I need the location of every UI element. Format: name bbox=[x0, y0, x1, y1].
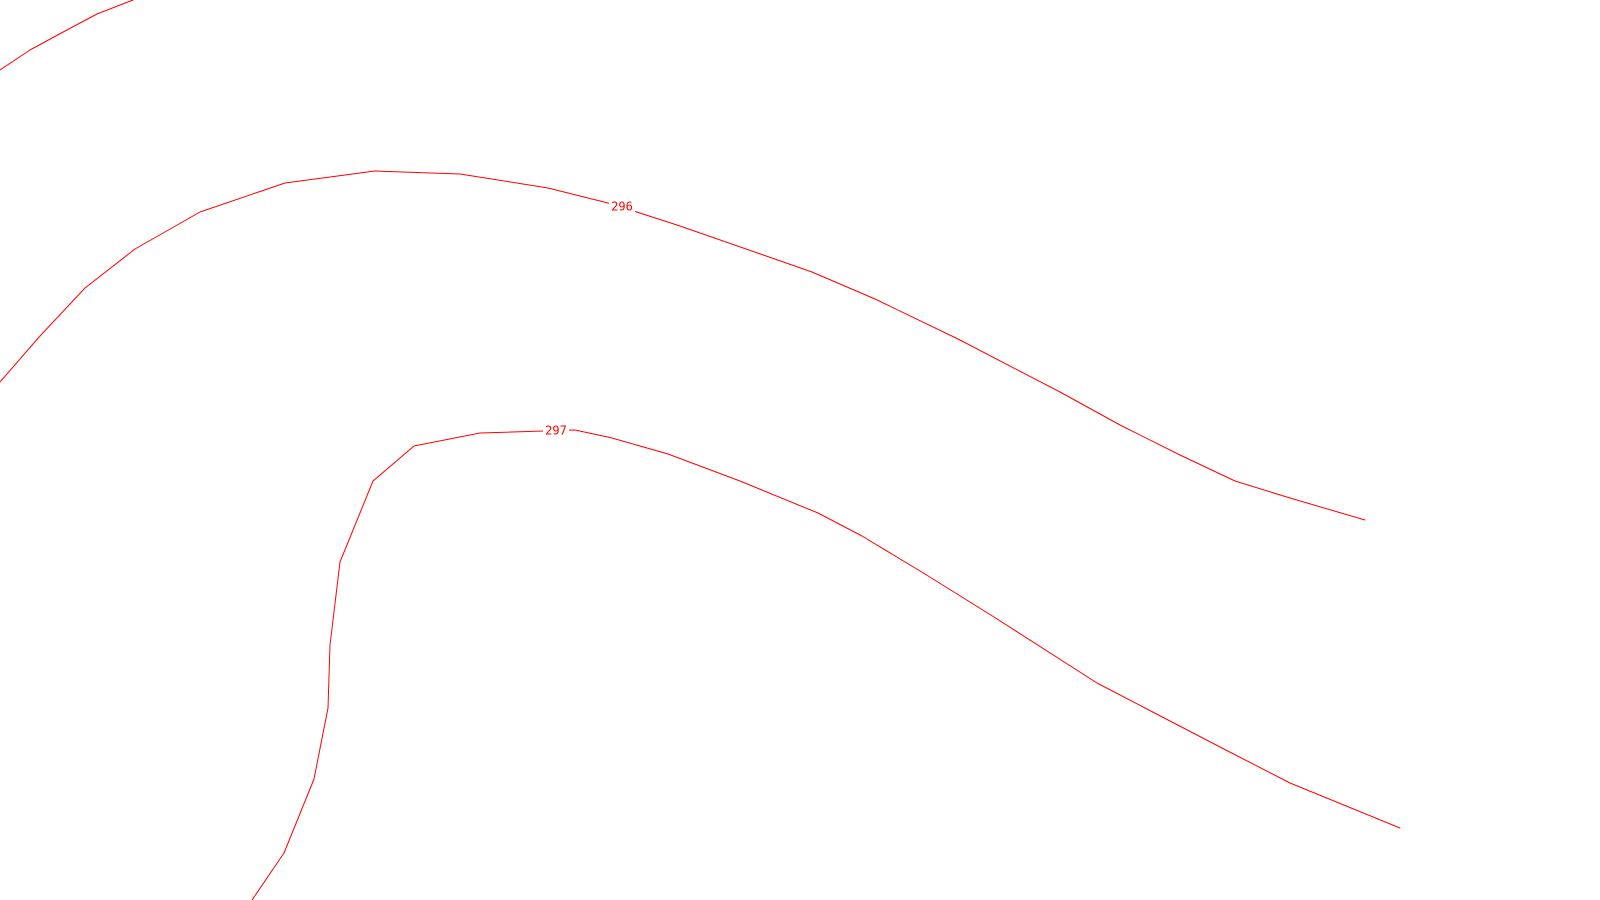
contour-296-label-bg bbox=[609, 199, 635, 213]
contour-297-label: 297 bbox=[545, 424, 567, 438]
contour-296-label: 296 bbox=[611, 200, 633, 214]
contour-upper-path bbox=[0, 0, 134, 71]
contour-297-path bbox=[251, 429, 1401, 900]
contour-line-297: 297 bbox=[251, 423, 1401, 900]
contour-297-label-bg bbox=[543, 423, 569, 437]
contour-296-path bbox=[0, 170, 1366, 521]
contour-line-upper bbox=[0, 0, 134, 71]
contour-line-296: 296 bbox=[0, 170, 1366, 521]
